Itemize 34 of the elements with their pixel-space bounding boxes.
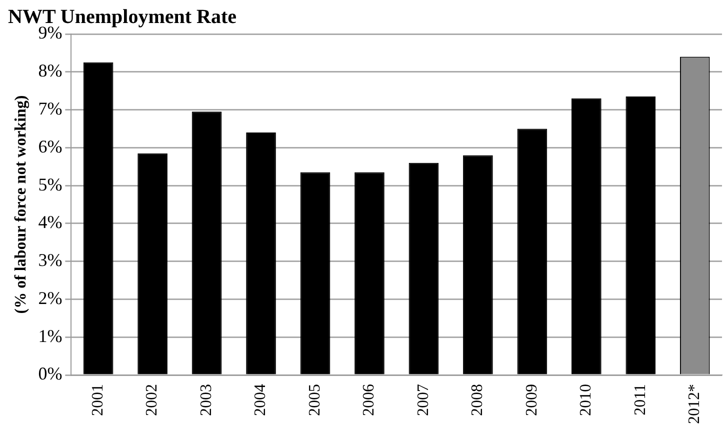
x-tick-label: 2007 (414, 384, 432, 416)
bar (408, 162, 439, 374)
bar (300, 172, 330, 374)
x-tick-label: 2002 (144, 384, 161, 416)
x-tick-label: 2006 (360, 384, 378, 416)
x-tick-label: 2009 (523, 384, 540, 416)
y-tick-label: 9% (38, 22, 62, 43)
y-tick-label: 7% (38, 98, 62, 119)
y-tick-label: 5% (38, 174, 62, 194)
bar (626, 96, 656, 374)
y-tick-label: 6% (38, 136, 62, 156)
y-axis-title: (% of labour force not working) (12, 95, 30, 314)
bar (572, 98, 602, 374)
y-tick-label: 1% (38, 326, 62, 346)
x-tick-label: 2012* (686, 384, 704, 424)
x-tick-label: 2011 (632, 384, 649, 416)
bar (83, 62, 114, 374)
bar (354, 172, 384, 374)
bar (463, 155, 493, 374)
x-tick-label: 2010 (578, 384, 595, 416)
y-tick-label: 2% (38, 288, 62, 308)
x-tick-label: 2001 (90, 384, 107, 416)
y-tick-label: 0% (38, 364, 62, 384)
bar (138, 153, 168, 374)
bar (517, 128, 548, 374)
x-tick-label: 2004 (252, 384, 270, 416)
y-tick-label: 3% (38, 250, 62, 270)
y-tick-label: 8% (38, 60, 62, 81)
bar (246, 132, 276, 374)
bar (192, 112, 222, 374)
x-tick-label: 2003 (198, 384, 215, 416)
x-tick-label: 2005 (306, 384, 324, 416)
x-tick-label: 2008 (469, 384, 486, 416)
y-tick-label: 4% (38, 212, 62, 232)
